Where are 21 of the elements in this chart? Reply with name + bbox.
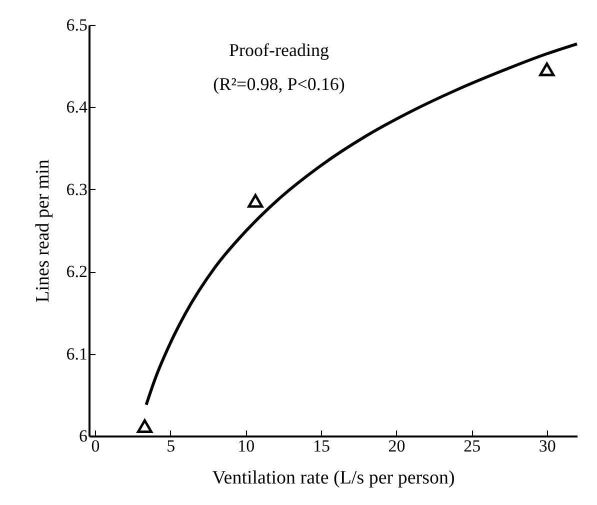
- y-tick-label: 6.4: [66, 98, 88, 117]
- y-tick-label: 6.5: [66, 16, 88, 34]
- annotation: Proof-reading: [229, 40, 329, 60]
- y-axis-title: Lines read per min: [32, 159, 54, 302]
- y-tick-label: 6.1: [66, 344, 88, 364]
- x-axis-title: Ventilation rate (L/s per person): [212, 468, 455, 488]
- x-tick-label: 20: [388, 436, 406, 456]
- y-tick-label: 6.2: [66, 262, 88, 282]
- x-tick-label: 30: [538, 436, 556, 456]
- x-tick-label: 25: [464, 436, 481, 456]
- annotation: (R²=0.98, P<0.16): [213, 74, 345, 94]
- line-series: [144, 42, 578, 406]
- point: [136, 419, 152, 434]
- x-tick-label: 0: [91, 436, 100, 456]
- y-tick-label: 6.3: [66, 180, 88, 199]
- x-tick-label: 15: [312, 436, 330, 456]
- point: [539, 62, 555, 76]
- x-tick-label: 5: [166, 436, 176, 456]
- x-tick-label: 10: [238, 436, 255, 456]
- y-tick-label: 6: [79, 426, 88, 446]
- point: [248, 194, 264, 208]
